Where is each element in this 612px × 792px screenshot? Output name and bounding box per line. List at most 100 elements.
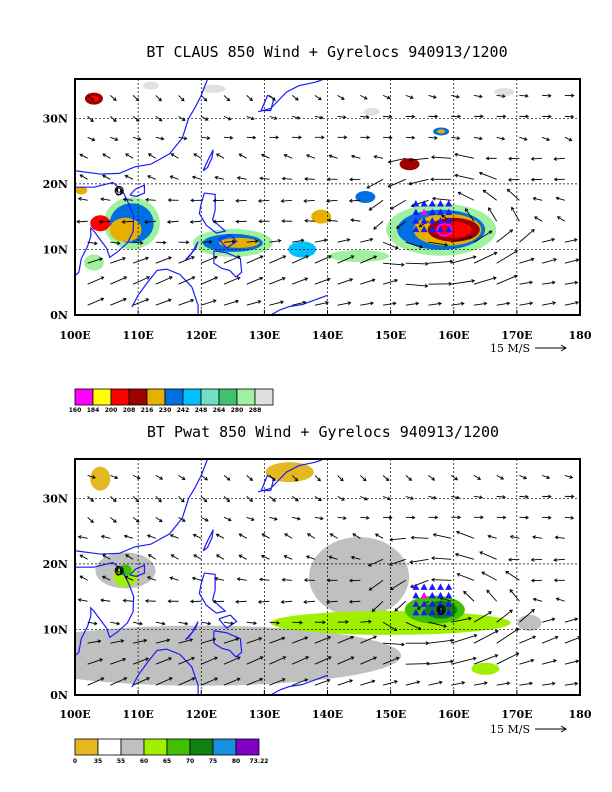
wind-vector — [178, 475, 186, 480]
wind-vector — [525, 93, 529, 98]
colorbar-label: 208 — [123, 407, 136, 414]
wind-vector — [87, 517, 94, 523]
wind-vector — [348, 599, 353, 604]
wind-vector — [552, 301, 557, 305]
wind-vector — [155, 621, 165, 625]
wind-vector — [212, 299, 217, 303]
wind-vector — [90, 118, 94, 123]
wind-vector — [87, 640, 101, 644]
wind-vector — [519, 659, 534, 665]
colorbar-label: 70 — [186, 758, 194, 765]
wind-vector — [394, 679, 398, 684]
wind-vector — [257, 198, 262, 203]
wind-vector — [102, 554, 111, 560]
gyreloc-triangle — [420, 225, 428, 233]
wind-vector — [454, 552, 459, 557]
wind-vector — [382, 475, 389, 481]
wind-vector — [132, 677, 150, 686]
wind-vector — [132, 257, 149, 264]
wind-vector — [135, 118, 140, 122]
wind-vector — [350, 656, 355, 660]
wind-vector — [411, 135, 416, 140]
gyreloc-triangle — [420, 583, 428, 590]
wind-vector — [215, 176, 225, 180]
gyreloc-triangle — [436, 583, 444, 590]
wind-vector — [327, 636, 332, 640]
cloud-top-region — [494, 88, 515, 97]
y-tick-label: 0N — [50, 689, 68, 702]
wind-vector — [431, 579, 452, 581]
wind-vector — [575, 659, 580, 664]
wind-vector — [155, 496, 162, 503]
wind-vector — [532, 196, 537, 201]
wind-vector — [314, 475, 321, 482]
y-tick-label: 30N — [43, 112, 68, 125]
wind-vector — [178, 496, 185, 503]
wind-vector — [292, 516, 301, 520]
wind-vector — [473, 94, 483, 98]
wind-vector — [555, 196, 560, 201]
wind-vector — [269, 277, 286, 285]
shaded-field — [75, 459, 580, 695]
wind-vector — [451, 136, 460, 139]
wind-vector — [389, 558, 406, 566]
gyreloc-triangle — [412, 583, 420, 590]
wind-vector — [551, 681, 556, 686]
wind-vector — [78, 599, 88, 602]
wind-vector — [90, 498, 95, 502]
wind-vector — [515, 628, 520, 632]
wind-vector — [509, 609, 513, 614]
wind-vector — [408, 178, 429, 185]
wind-vector — [235, 637, 240, 642]
coastline-indochina — [75, 181, 135, 277]
wind-vector — [502, 495, 506, 499]
wind-vector — [456, 136, 461, 141]
x-tick-label: 170E — [501, 708, 532, 721]
coastline-taiwan — [202, 529, 214, 552]
wind-vector — [214, 175, 219, 180]
wind-vector — [191, 677, 196, 681]
colorbar-swatch — [92, 388, 112, 406]
wind-vector — [337, 636, 354, 644]
wind-vector — [465, 208, 475, 222]
wind-vector — [425, 641, 430, 646]
wind-vector — [314, 656, 332, 665]
wind-vector — [229, 135, 234, 140]
wind-vector — [206, 136, 211, 140]
wind-vector — [484, 681, 488, 686]
colorbar-label: 80 — [232, 758, 240, 765]
wind-vector — [236, 577, 241, 582]
wind-vector — [93, 621, 98, 626]
wind-vector — [258, 219, 262, 224]
wind-vector — [214, 577, 225, 581]
colorbar-label: 55 — [117, 758, 125, 765]
wind-vector — [395, 245, 399, 250]
wind-vector — [573, 238, 578, 242]
cloud-top-contour — [436, 222, 453, 237]
wind-vector — [284, 555, 293, 560]
wind-vector — [110, 621, 120, 625]
wind-vector — [169, 576, 174, 581]
wind-vector — [246, 656, 264, 665]
wind-vector — [343, 135, 348, 140]
wind-vector — [259, 177, 270, 180]
cloud-top-region — [329, 250, 390, 262]
colorbar: 0 35 55 60 65 70 75 80 73.22 — [73, 738, 268, 765]
wind-vector — [155, 639, 170, 644]
wind-vector — [203, 97, 208, 102]
wind-vector — [121, 219, 126, 224]
wind-vector — [496, 136, 505, 140]
wind-vector — [382, 302, 396, 306]
wind-vector — [472, 255, 477, 260]
wind-vector — [570, 515, 575, 520]
x-tick-label: 130E — [249, 329, 280, 342]
wind-vector — [510, 535, 520, 539]
wind-vector — [193, 554, 202, 560]
wind-vector — [223, 638, 239, 644]
wind-vector — [408, 157, 413, 162]
wind-vector — [519, 94, 528, 97]
wind-vector — [303, 578, 308, 583]
wind-vector — [458, 191, 475, 201]
wind-vector — [451, 634, 477, 644]
wind-vector — [227, 517, 232, 522]
